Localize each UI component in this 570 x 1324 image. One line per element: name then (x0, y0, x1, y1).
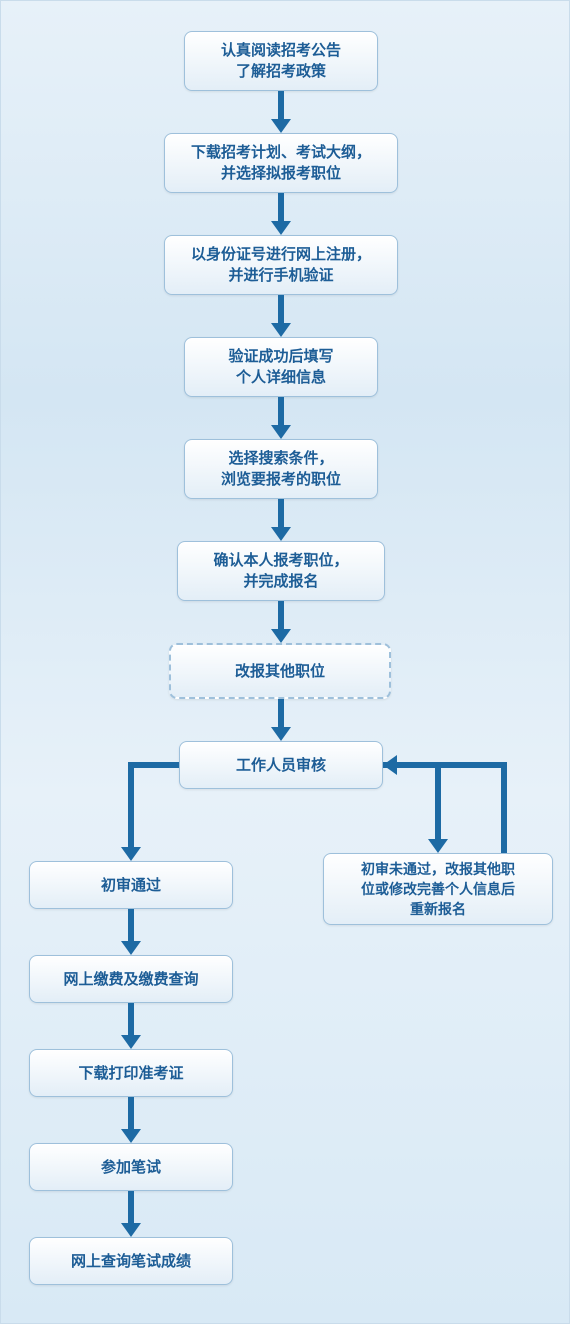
flow-node-n10: 初审通过 (29, 861, 233, 909)
flow-node-n14: 网上查询笔试成绩 (29, 1237, 233, 1285)
flow-node-n13: 参加笔试 (29, 1143, 233, 1191)
loop-ht (395, 762, 507, 768)
flow-node-n9: 初审未通过，改报其他职位或修改完善个人信息后重新报名 (323, 853, 553, 925)
loop-v (501, 762, 507, 853)
flow-node-n7: 改报其他职位 (169, 643, 391, 699)
flow-node-n4: 验证成功后填写个人详细信息 (184, 337, 378, 397)
flow-node-n12: 下载打印准考证 (29, 1049, 233, 1097)
branch-left-v (128, 762, 134, 849)
branch-right-v (435, 762, 441, 841)
branch-right-head (428, 839, 448, 853)
flow-node-n5: 选择搜索条件，浏览要报考的职位 (184, 439, 378, 499)
flow-node-n6: 确认本人报考职位，并完成报名 (177, 541, 385, 601)
flowchart-canvas: 认真阅读招考公告了解招考政策下载招考计划、考试大纲，并选择拟报考职位以身份证号进… (0, 0, 570, 1324)
branch-left-head (121, 847, 141, 861)
flow-node-n8: 工作人员审核 (179, 741, 383, 789)
flow-node-n3: 以身份证号进行网上注册，并进行手机验证 (164, 235, 398, 295)
flow-node-n2: 下载招考计划、考试大纲，并选择拟报考职位 (164, 133, 398, 193)
branch-left-h (128, 762, 179, 768)
loop-head (383, 755, 397, 775)
flow-node-n11: 网上缴费及缴费查询 (29, 955, 233, 1003)
flow-node-n1: 认真阅读招考公告了解招考政策 (184, 31, 378, 91)
